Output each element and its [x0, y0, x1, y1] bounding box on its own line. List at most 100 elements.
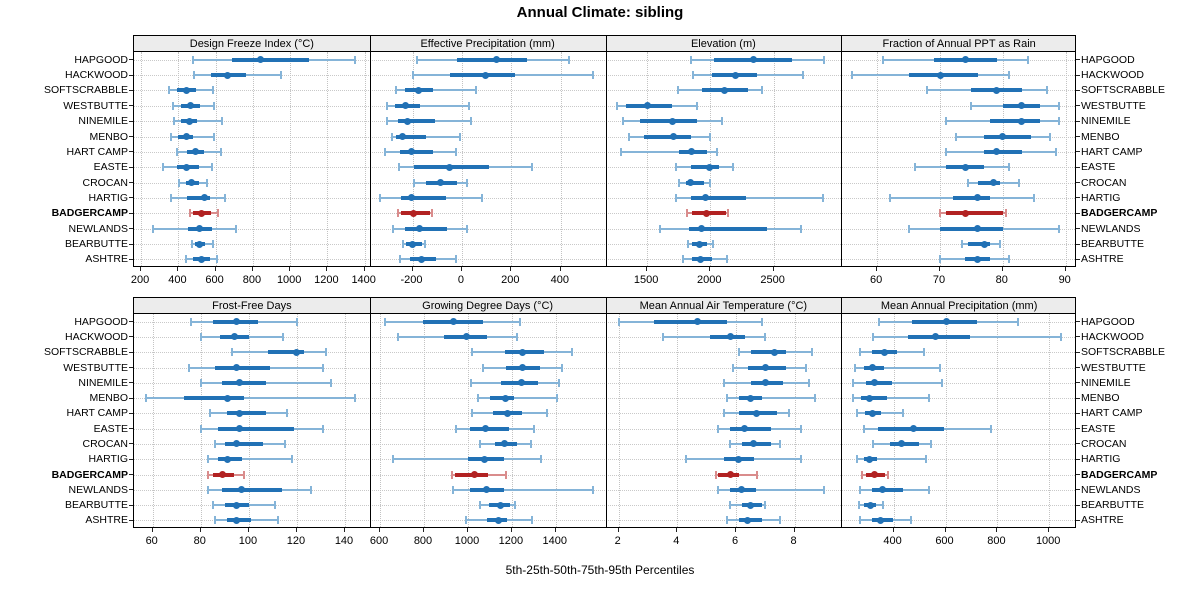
site-label-right: BEARBUTTE [1081, 499, 1145, 512]
whisker-cap [221, 117, 224, 126]
median-dot [747, 394, 755, 402]
whisker-cap [687, 240, 690, 248]
median-dot [989, 179, 997, 186]
whisker-cap [518, 317, 521, 326]
y-axis-tick [129, 243, 133, 245]
percentile-25-75-bar [940, 226, 1003, 231]
median-dot [961, 56, 969, 64]
y-axis-tick [1076, 197, 1080, 199]
median-dot [974, 194, 982, 202]
whisker-cap [476, 394, 479, 403]
median-dot [200, 194, 208, 202]
y-axis-tick [1076, 489, 1080, 491]
whisker-cap [801, 71, 804, 79]
whisker-cap [717, 424, 720, 433]
x-tick-label: 2000 [697, 274, 722, 286]
whisker-cap [324, 348, 327, 357]
median-dot [770, 348, 778, 356]
median-dot [463, 333, 471, 341]
whisker-cap [926, 86, 929, 95]
row-gridline [134, 244, 1075, 245]
percentile-25-75-bar [946, 211, 1003, 216]
whisker-cap [392, 455, 395, 464]
median-dot [732, 71, 740, 79]
median-dot [415, 86, 423, 94]
x-tick-label: 800 [987, 535, 1006, 547]
tick-gridline [677, 314, 679, 527]
percentile-5-95-whisker [208, 458, 293, 461]
x-axis-tick [460, 267, 462, 271]
site-label-left: WESTBUTTE [63, 361, 128, 374]
row-gridline [134, 413, 1075, 415]
whisker-cap [852, 378, 855, 387]
whisker-cap [190, 317, 193, 326]
site-label-left: MENBO [89, 392, 128, 405]
tick-gridline [940, 52, 941, 266]
site-label-right: ASHTRE [1081, 253, 1124, 266]
x-tick-label: 60 [869, 274, 883, 286]
y-axis-tick [129, 489, 133, 491]
x-axis-tick [676, 528, 678, 532]
tick-gridline [424, 314, 425, 527]
y-axis-tick [129, 474, 133, 475]
whisker-cap [858, 501, 861, 510]
x-axis-tick [510, 528, 512, 532]
whisker-cap [821, 193, 824, 202]
row-gridline [134, 259, 1075, 261]
whisker-cap [717, 485, 720, 494]
row-gridline [134, 382, 1075, 384]
panel-header: Fraction of Annual PPT as Rain [882, 37, 1036, 50]
site-label-right: BEARBUTTE [1081, 238, 1145, 250]
whisker-cap [726, 394, 729, 403]
whisker-cap [458, 132, 461, 141]
row-gridline [134, 428, 1075, 430]
whisker-cap [691, 71, 694, 79]
y-axis-tick [1076, 474, 1080, 475]
whisker-cap [811, 348, 814, 357]
median-dot [726, 471, 734, 478]
panel-header: Design Freeze Index (°C) [189, 37, 314, 50]
y-axis-tick [1076, 212, 1080, 214]
panel-header: Elevation (m) [690, 37, 756, 50]
median-dot [218, 471, 226, 478]
site-label-right: NEWLANDS [1081, 483, 1141, 496]
panel-separator [841, 52, 843, 266]
whisker-cap [723, 378, 726, 387]
whisker-cap [760, 86, 763, 95]
median-dot [669, 133, 677, 140]
whisker-cap [384, 147, 387, 156]
tick-gridline [327, 52, 329, 266]
whisker-cap [223, 193, 226, 202]
percentile-5-95-whisker [174, 120, 223, 123]
x-axis-tick [247, 528, 249, 532]
median-dot [235, 379, 243, 387]
percentile-5-95-whisker [727, 397, 816, 400]
panel-header: Effective Precipitation (mm) [420, 37, 555, 50]
y-axis-tick [1076, 504, 1080, 506]
whisker-cap [283, 439, 286, 448]
whisker-cap [967, 178, 970, 187]
tick-gridline [412, 52, 414, 266]
whisker-cap [939, 209, 941, 218]
whisker-cap [805, 363, 808, 372]
median-dot [482, 425, 489, 433]
x-axis-tick [996, 528, 998, 532]
x-axis-caption: 5th-25th-50th-75th-95th Percentiles [505, 563, 695, 577]
whisker-cap [397, 163, 400, 172]
median-dot [185, 117, 193, 125]
panel-separator [605, 52, 607, 266]
whisker-cap [211, 86, 214, 95]
whisker-cap [286, 409, 289, 418]
site-label-left: WESTBUTTE [63, 99, 128, 112]
x-axis-tick [939, 267, 940, 271]
y-axis-tick [129, 74, 133, 76]
whisker-cap [711, 240, 714, 248]
whisker-cap [211, 501, 214, 510]
x-tick-label: 90 [1058, 274, 1071, 286]
whisker-cap [199, 424, 202, 433]
whisker-cap [726, 516, 729, 525]
whisker-cap [727, 209, 730, 218]
median-dot [881, 348, 889, 356]
median-dot [504, 409, 511, 417]
tick-gridline [252, 52, 254, 266]
